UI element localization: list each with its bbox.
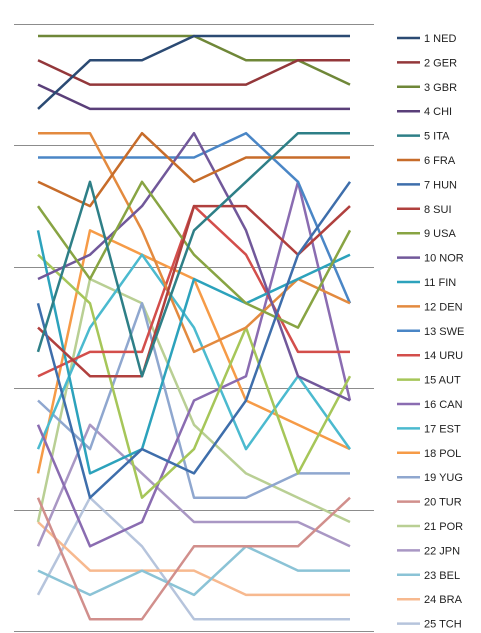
- legend-label-9: 9 USA: [424, 228, 456, 240]
- legend-label-6: 6 FRA: [424, 155, 456, 167]
- legend-label-1: 1 NED: [424, 33, 456, 45]
- series-line-7: [36, 181, 352, 499]
- series-line-15: [37, 253, 352, 499]
- series-line-2: [37, 59, 350, 86]
- legend-label-20: 20 TUR: [424, 497, 462, 509]
- series-line-20: [36, 496, 351, 621]
- legend-label-22: 22 JPN: [424, 545, 460, 557]
- series-line-16: [36, 180, 352, 548]
- series-line-10: [37, 131, 351, 402]
- legend-label-23: 23 BEL: [424, 570, 460, 582]
- legend-label-13: 13 SWE: [424, 326, 464, 338]
- series-line-9: [36, 180, 352, 329]
- legend-label-17: 17 EST: [424, 423, 461, 435]
- legend: 1 NED 2 GER 3 GBR 4 CHI 5 ITA 6 FRA 7 HUN 8 SUI…: [397, 33, 464, 631]
- legend-label-5: 5 ITA: [424, 131, 450, 143]
- legend-label-7: 7 HUN: [424, 179, 457, 191]
- legend-label-16: 16 CAN: [424, 399, 463, 411]
- series-lines: [36, 34, 352, 621]
- legend-label-24: 24 BRA: [424, 594, 463, 606]
- legend-label-14: 14 URU: [424, 350, 463, 362]
- series-line-5: [36, 131, 350, 378]
- legend-label-18: 18 POL: [424, 448, 461, 460]
- legend-label-15: 15 AUT: [424, 375, 461, 387]
- legend-label-21: 21 POR: [424, 521, 463, 533]
- legend-label-4: 4 CHI: [424, 106, 452, 118]
- legend-label-25: 25 TCH: [424, 619, 462, 631]
- series-line-6: [37, 131, 350, 208]
- series-line-1: [37, 34, 350, 110]
- legend-label-3: 3 GBR: [424, 82, 457, 94]
- series-line-23: [37, 545, 350, 597]
- series-line-13: [38, 131, 352, 304]
- series-line-25: [36, 496, 350, 621]
- series-line-11: [36, 230, 351, 475]
- legend-label-10: 10 NOR: [424, 253, 464, 265]
- legend-label-2: 2 GER: [424, 57, 457, 69]
- legend-label-12: 12 DEN: [424, 301, 463, 313]
- legend-label-11: 11 FIN: [424, 277, 456, 289]
- series-line-22: [36, 423, 351, 548]
- legend-label-8: 8 SUI: [424, 204, 452, 216]
- series-line-4: [37, 83, 350, 111]
- legend-label-19: 19 YUG: [424, 472, 463, 484]
- series-line-24: [37, 521, 350, 597]
